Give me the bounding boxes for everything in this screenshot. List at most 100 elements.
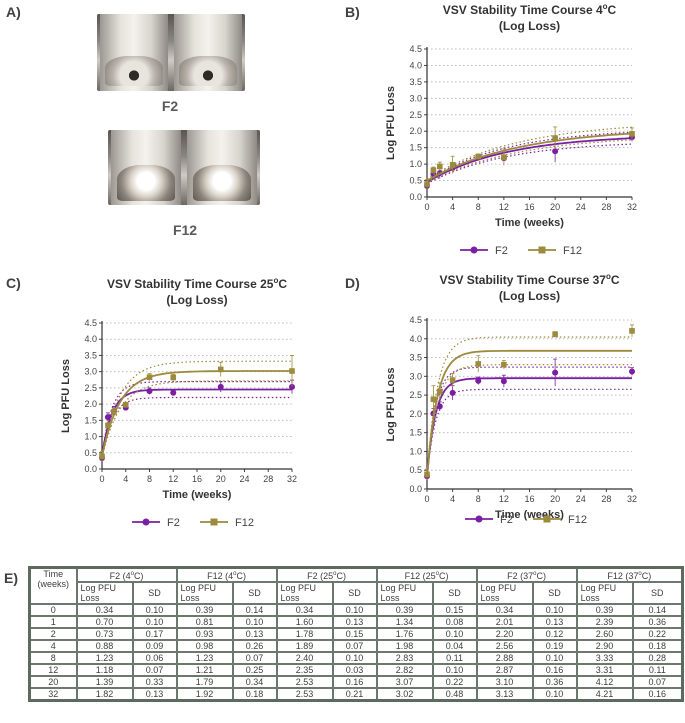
legend-label: F12 bbox=[235, 517, 254, 529]
sd-cell: 0.09 bbox=[131, 639, 178, 653]
x-tick-label: 12 bbox=[168, 474, 178, 484]
x-tick-label: 24 bbox=[239, 474, 249, 484]
sd-cell: 0.22 bbox=[431, 675, 478, 689]
sd-cell: 0.07 bbox=[631, 675, 684, 689]
group-header: F12 (37oC) bbox=[575, 566, 684, 583]
log-loss-cell: 1.34 bbox=[375, 615, 434, 629]
x-tick-label: 0 bbox=[424, 202, 429, 212]
x-axis-label: Time (weeks) bbox=[163, 489, 232, 501]
table-row: 8 1.23 0.06 1.23 0.07 2.40 0.10 2.83 0.11 2.88 0.1… bbox=[28, 651, 684, 665]
fit-curve-f12 bbox=[426, 132, 633, 182]
y-tick-label: 1.5 bbox=[84, 415, 97, 425]
sd-cell: 0.13 bbox=[531, 615, 578, 629]
data-point-f12 bbox=[424, 471, 430, 478]
y-tick-label: 0.0 bbox=[409, 192, 422, 202]
subheader-log-pfu-loss: Log PFU Loss bbox=[175, 581, 234, 605]
y-tick-label: 1.5 bbox=[409, 428, 422, 438]
legend-label: F2 bbox=[500, 514, 513, 526]
sd-cell: 0.34 bbox=[231, 675, 278, 689]
log-loss-cell: 2.83 bbox=[375, 651, 434, 665]
data-point-f12 bbox=[122, 401, 129, 408]
fit-curve-f12 bbox=[426, 349, 632, 476]
log-loss-cell: 0.39 bbox=[575, 603, 634, 617]
data-point-f12 bbox=[475, 153, 482, 160]
sd-cell: 0.16 bbox=[331, 675, 378, 689]
table-row: 4 0.88 0.09 0.98 0.26 1.89 0.07 1.98 0.04 2.56 0.1… bbox=[28, 639, 684, 653]
log-loss-cell: 0.34 bbox=[475, 603, 534, 617]
log-loss-cell: 4.12 bbox=[575, 675, 634, 689]
x-tick-label: 32 bbox=[627, 202, 637, 212]
panel-label-b: B) bbox=[345, 4, 360, 20]
fit-curve-f2 bbox=[426, 137, 633, 183]
sd-cell: 0.10 bbox=[431, 627, 478, 641]
log-loss-cell: 3.31 bbox=[575, 663, 634, 677]
x-tick-label: 20 bbox=[550, 202, 560, 212]
y-tick-label: 4.0 bbox=[84, 334, 97, 344]
y-tick-label: 3.5 bbox=[409, 353, 422, 363]
sd-cell: 0.03 bbox=[331, 663, 378, 677]
data-point-f2 bbox=[500, 378, 507, 385]
data-point-f12 bbox=[170, 374, 177, 381]
log-loss-cell: 2.88 bbox=[475, 651, 534, 665]
log-loss-cell: 1.23 bbox=[175, 651, 234, 665]
log-loss-cell: 2.60 bbox=[575, 627, 634, 641]
group-header: F12 (25oC) bbox=[375, 566, 478, 583]
x-axis-label: Time (weeks) bbox=[495, 217, 564, 229]
y-tick-label: 1.5 bbox=[409, 143, 422, 153]
sd-cell: 0.26 bbox=[231, 639, 278, 653]
data-point-f12 bbox=[424, 181, 430, 187]
table-header-row: Time (weeks) F2 (4oC) F12 (4oC) F2 (25oC… bbox=[28, 566, 684, 605]
data-point-f2 bbox=[170, 389, 177, 396]
log-loss-cell: 2.01 bbox=[475, 615, 534, 629]
group-header: F2 (37oC) bbox=[475, 566, 578, 583]
data-point-f2 bbox=[104, 414, 111, 421]
x-tick-label: 20 bbox=[550, 494, 560, 504]
sd-cell: 0.13 bbox=[131, 687, 178, 702]
data-point-f12 bbox=[629, 328, 635, 334]
y-axis-label: Log PFU Loss bbox=[385, 368, 397, 442]
legend-marker-f12 bbox=[543, 515, 551, 523]
time-cell: 0 bbox=[28, 603, 78, 617]
confidence-band-upper bbox=[101, 360, 292, 455]
subheader-log-pfu-loss: Log PFU Loss bbox=[575, 581, 634, 605]
log-loss-cell: 2.40 bbox=[275, 651, 334, 665]
data-point-f12 bbox=[475, 361, 482, 367]
log-loss-cell: 0.34 bbox=[275, 603, 334, 617]
data-point-f12 bbox=[437, 388, 443, 395]
y-tick-label: 3.5 bbox=[84, 350, 97, 360]
sd-cell: 0.33 bbox=[131, 675, 178, 689]
confidence-band-upper bbox=[426, 366, 632, 475]
data-point-f12 bbox=[501, 154, 507, 161]
panel-label-c: C) bbox=[6, 275, 21, 291]
data-point-f2 bbox=[289, 383, 295, 390]
panel-label-d: D) bbox=[345, 275, 360, 291]
photo-label-f12: F12 bbox=[172, 222, 198, 238]
sd-cell: 0.18 bbox=[231, 687, 278, 702]
x-tick-label: 4 bbox=[450, 202, 455, 212]
data-point-f12 bbox=[217, 366, 224, 373]
legend-label: F2 bbox=[167, 517, 180, 529]
x-tick-label: 24 bbox=[576, 494, 586, 504]
legend-marker-f12 bbox=[210, 518, 218, 526]
subheader-sd: SD bbox=[531, 581, 578, 605]
sd-cell: 0.18 bbox=[631, 639, 684, 653]
fit-curve-f2 bbox=[426, 377, 632, 476]
legend-label: F12 bbox=[568, 514, 587, 526]
log-loss-cell: 1.78 bbox=[275, 627, 334, 641]
y-tick-label: 2.0 bbox=[409, 409, 422, 419]
log-loss-cell: 2.56 bbox=[475, 639, 534, 653]
legend-marker-f2 bbox=[470, 246, 478, 254]
time-cell: 2 bbox=[28, 627, 78, 641]
y-tick-label: 3.0 bbox=[409, 93, 422, 103]
x-tick-label: 16 bbox=[192, 474, 202, 484]
chart-subtitle: (Log Loss) bbox=[499, 19, 560, 33]
subheader-log-pfu-loss: Log PFU Loss bbox=[475, 581, 534, 605]
x-tick-label: 28 bbox=[601, 202, 611, 212]
x-tick-label: 16 bbox=[524, 494, 534, 504]
sd-cell: 0.10 bbox=[531, 687, 578, 702]
sd-cell: 0.14 bbox=[231, 603, 278, 617]
time-cell: 32 bbox=[28, 687, 78, 702]
chart-title: VSV Stability Time Course 37oC bbox=[439, 272, 619, 287]
log-loss-cell: 2.20 bbox=[475, 627, 534, 641]
sd-cell: 0.11 bbox=[431, 651, 478, 665]
